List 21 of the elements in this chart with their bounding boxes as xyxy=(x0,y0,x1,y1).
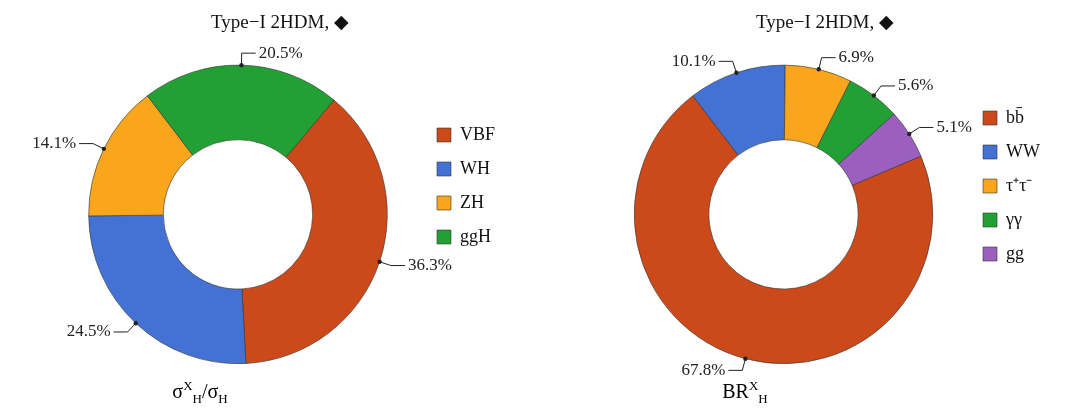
legend-label: WW xyxy=(1006,140,1041,161)
data-label: 36.3% xyxy=(407,255,452,275)
chart-title: Type−I 2HDM, ◆ xyxy=(211,11,349,33)
data-label: 24.5% xyxy=(66,321,111,341)
data-label: 20.5% xyxy=(258,42,303,62)
legend-label: gg xyxy=(1006,242,1025,263)
chart-title: Type−I 2HDM, ◆ xyxy=(756,11,894,33)
legend-label: WH xyxy=(459,157,490,178)
legend-label: ggH xyxy=(459,225,491,246)
data-label: 5.1% xyxy=(936,116,972,136)
data-label: 5.6% xyxy=(898,75,934,95)
legend-label: ZH xyxy=(459,191,484,212)
data-label: 10.1% xyxy=(671,50,716,70)
data-label: 67.8% xyxy=(681,359,726,379)
legend-label: bb̄ xyxy=(1006,106,1025,127)
legend-label: τ⁺τ⁻ xyxy=(1006,174,1033,195)
data-label: 14.1% xyxy=(32,133,77,153)
legend-label: γγ xyxy=(1005,208,1022,229)
legend-label: VBF xyxy=(459,123,495,144)
text: σ$^{X}$$_{H}$/σ$_{H}$ xyxy=(171,378,229,407)
data-label: 6.9% xyxy=(838,47,875,67)
